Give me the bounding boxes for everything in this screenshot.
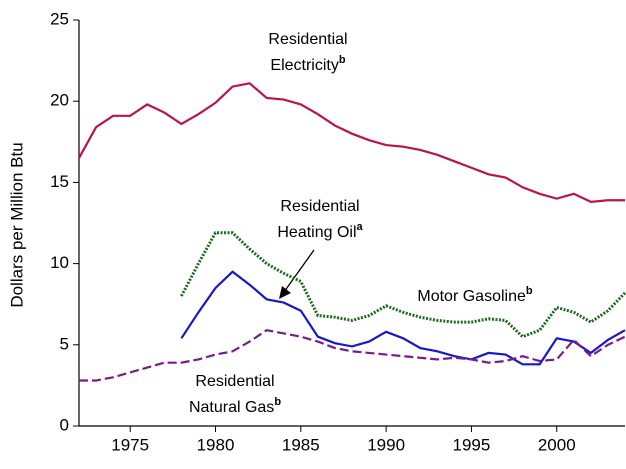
x-tick-label: 1985 (282, 435, 320, 454)
series-label-text: Residential (280, 198, 359, 215)
series-label-text: Natural Gas (189, 399, 274, 416)
y-tick-label: 10 (50, 253, 69, 272)
series-label-text: Electricity (270, 57, 338, 74)
series-note: b (274, 396, 281, 408)
arrow (279, 249, 315, 299)
series-label-text: Motor Gasoline (417, 288, 526, 305)
y-tick-label: 5 (60, 334, 69, 353)
series-label: Motor Gasolineb (417, 285, 533, 305)
series-label-text: Residential (268, 31, 347, 48)
series-label: Electricityb (270, 54, 345, 74)
x-tick-label: 1995 (453, 435, 491, 454)
y-tick-label: 0 (60, 415, 69, 434)
x-tick-label: 1980 (197, 435, 235, 454)
y-axis-label: Dollars per Million Btu (7, 142, 26, 307)
series-label-text: Residential (195, 373, 274, 390)
x-tick-label: 2000 (538, 435, 576, 454)
y-tick-label: 25 (50, 9, 69, 28)
y-tick-label: 20 (50, 91, 69, 110)
x-tick-label: 1990 (367, 435, 405, 454)
series-note: b (339, 54, 346, 66)
series-line (180, 231, 626, 339)
series-label: Natural Gasb (189, 396, 281, 416)
series-line (79, 329, 626, 382)
series-line (180, 270, 626, 366)
series-label-text: Heating Oil (277, 224, 356, 241)
series-note: b (526, 285, 533, 297)
y-tick-label: 15 (50, 172, 69, 191)
series-note: a (357, 221, 364, 233)
x-tick-label: 1975 (111, 435, 149, 454)
series-label: Residential (268, 31, 347, 48)
series-line (78, 82, 625, 204)
series-label: Residential (280, 198, 359, 215)
series-label: Residential (195, 373, 274, 390)
series-label: Heating Oila (277, 221, 363, 241)
